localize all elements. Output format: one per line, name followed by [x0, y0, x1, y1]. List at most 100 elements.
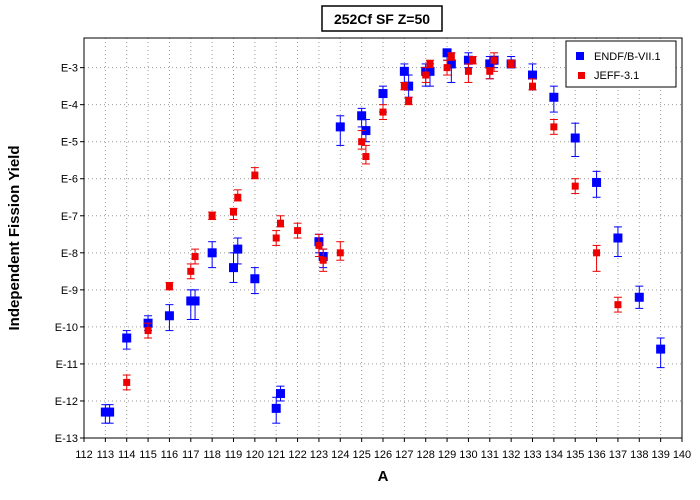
data-point: [426, 60, 434, 68]
data-point: [404, 81, 414, 91]
data-point: [271, 403, 281, 413]
data-point: [190, 296, 200, 306]
data-point: [400, 82, 408, 90]
x-tick-label: 112: [75, 449, 93, 461]
y-tick-label: E-8: [61, 248, 78, 260]
data-point: [528, 70, 537, 80]
x-tick-label: 124: [331, 449, 349, 461]
y-axis-title: Independent Fission Yield: [6, 145, 23, 330]
data-point: [250, 274, 260, 284]
x-tick-label: 136: [587, 449, 605, 461]
series-jeff: [122, 52, 622, 391]
legend: ENDF/B-VII.1 JEFF-3.1: [565, 40, 677, 88]
y-tick-label: E-7: [61, 211, 78, 223]
data-point: [463, 55, 473, 65]
data-point: [164, 311, 174, 321]
title-box: [321, 5, 443, 32]
x-axis-title: A: [378, 468, 389, 485]
x-tick-label: 127: [395, 449, 413, 461]
data-point: [422, 71, 430, 79]
data-point: [442, 48, 452, 58]
x-tick-label: 128: [417, 449, 435, 461]
data-point: [507, 60, 515, 68]
data-point: [229, 263, 238, 273]
data-point: [122, 333, 132, 343]
x-tick-label: 139: [651, 449, 669, 461]
x-tick-label: 122: [288, 449, 306, 461]
data-point: [529, 82, 536, 90]
axis-ticks: 112 113 114 115 116 117 118 119 120 121 122 123 124 1…: [55, 63, 691, 461]
data-point: [614, 301, 622, 309]
data-point: [656, 344, 666, 354]
data-point: [357, 111, 367, 121]
data-point: [447, 53, 455, 61]
x-tick-label: 137: [609, 449, 627, 461]
data-point: [319, 256, 327, 264]
data-point: [486, 67, 494, 75]
data-point: [336, 249, 344, 257]
x-tick-label: 126: [374, 449, 392, 461]
legend-swatch-jeff: [578, 72, 585, 79]
data-point: [549, 92, 559, 102]
x-tick-label: 132: [502, 449, 520, 461]
x-tick-label: 130: [459, 449, 477, 461]
data-point: [315, 241, 323, 249]
data-point: [362, 153, 370, 161]
x-tick-label: 134: [545, 449, 563, 461]
data-point: [358, 138, 366, 146]
data-point: [378, 89, 388, 99]
data-point: [571, 182, 579, 190]
y-tick-label: E-5: [61, 137, 78, 149]
x-tick-label: 119: [225, 449, 243, 461]
data-point: [233, 244, 243, 254]
data-point: [123, 378, 131, 386]
legend-label-jeff: JEFF-3.1: [594, 70, 639, 82]
legend-label-endf: ENDF/B-VII.1: [594, 51, 661, 63]
data-point: [592, 177, 602, 187]
data-point: [399, 66, 409, 76]
data-point: [593, 249, 601, 257]
data-point: [105, 407, 115, 417]
x-tick-label: 125: [352, 449, 370, 461]
data-point: [234, 193, 242, 201]
x-tick-label: 140: [673, 449, 691, 461]
y-tick-label: E-13: [55, 433, 78, 445]
y-tick-label: E-9: [61, 285, 78, 297]
data-point: [207, 248, 217, 258]
data-point: [469, 56, 477, 64]
y-tick-label: E-4: [61, 100, 78, 112]
y-tick-label: E-10: [55, 322, 78, 334]
x-tick-label: 120: [246, 449, 264, 461]
data-point: [490, 56, 498, 64]
data-point: [251, 171, 259, 179]
x-tick-label: 117: [182, 449, 200, 461]
legend-box: [565, 40, 677, 88]
data-point: [361, 126, 371, 136]
data-point: [405, 97, 413, 105]
chart-title: 252Cf SF Z=50: [334, 11, 430, 27]
x-tick-label: 114: [118, 449, 136, 461]
data-point: [425, 66, 435, 76]
x-tick-label: 135: [566, 449, 584, 461]
y-tick-label: E-3: [61, 63, 78, 75]
x-tick-label: 116: [161, 449, 179, 461]
x-tick-label: 131: [481, 449, 499, 461]
x-tick-label: 138: [630, 449, 648, 461]
data-point: [570, 133, 580, 143]
legend-swatch-endf: [576, 52, 584, 60]
x-tick-label: 115: [139, 449, 157, 461]
data-point: [464, 67, 472, 75]
data-point: [191, 253, 199, 261]
data-point: [230, 208, 237, 216]
data-point: [613, 233, 623, 243]
data-point: [187, 267, 195, 275]
data-point: [144, 327, 152, 335]
data-point: [208, 212, 216, 220]
x-tick-label: 121: [267, 449, 285, 461]
y-tick-label: E-11: [56, 359, 78, 371]
data-point: [335, 122, 345, 132]
data-point: [294, 227, 302, 235]
data-point: [443, 64, 451, 72]
